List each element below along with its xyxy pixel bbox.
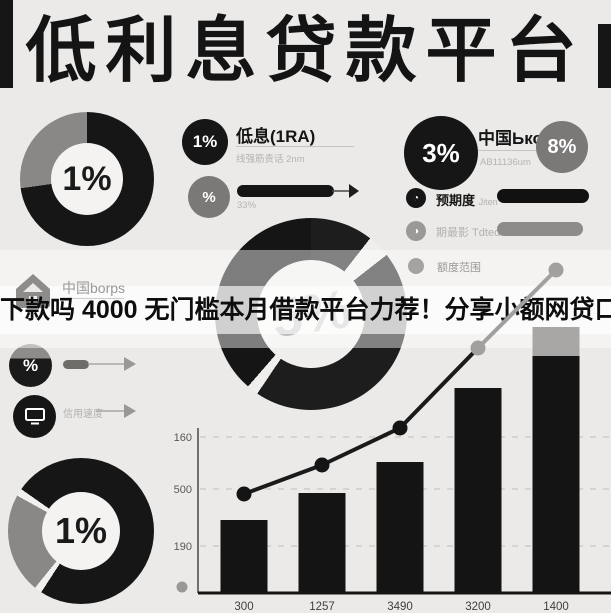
donut-bottom-value: 1% [42, 492, 120, 570]
trend-segment [476, 268, 558, 350]
progress-stub [63, 360, 89, 369]
brand-label: 中国borps [62, 280, 126, 296]
stat-right-subtitle: AB11136um [480, 157, 531, 168]
edge-glyph-left [0, 0, 13, 88]
donut-chart-bottom-left: 1% [8, 458, 154, 604]
bar [454, 388, 502, 593]
x-tick-label: 1400 [543, 601, 569, 613]
y-tick-label: 500 [174, 484, 192, 496]
bar-line-chart: 160 500 190 300 1257 3490 3200 1400 [174, 262, 611, 613]
page-title: 低利息贷款平台 [25, 12, 586, 91]
row-label-secondary: 期最影 Tdted [436, 227, 501, 239]
monitor-circle [13, 395, 56, 438]
credit-speed-label: 信用速度 [63, 409, 103, 420]
x-tick-label: 300 [234, 601, 253, 613]
trend-dot [314, 457, 330, 473]
bar [220, 520, 268, 593]
banner-strip [0, 286, 611, 334]
progress-bar-gray [497, 222, 583, 236]
home-icon [16, 274, 50, 308]
trend-segment [398, 346, 480, 430]
trend-dot [470, 340, 486, 356]
stat-badge-3pct: 3% [404, 116, 478, 190]
row-label-quota: 额度范围 [437, 262, 481, 274]
stat-badge-1pct: 1% [182, 119, 228, 165]
monitor-icon [24, 408, 45, 425]
trend-segment [321, 426, 401, 467]
arrow-right-icon [332, 184, 359, 198]
row-quota-range: 额度范围 [408, 256, 598, 276]
stat-badge-8pct: 8% [536, 121, 588, 173]
divider [62, 298, 124, 299]
trend-segment [243, 463, 323, 496]
row-label-expected: 预期度 Jiten [436, 193, 498, 208]
donut-chart-top-left: 1% [20, 112, 154, 246]
y-tick-label: 160 [174, 432, 192, 444]
percent-circle-icon: % [9, 344, 52, 387]
bar [532, 356, 580, 593]
x-tick-label: 3200 [465, 601, 491, 613]
stat-mid-caption: 33% [237, 200, 257, 211]
trend-dot [548, 262, 564, 278]
x-tick-label: 1257 [309, 601, 335, 613]
overlay-band [0, 250, 611, 286]
stat-mid-subtitle: 线强筋贵话 2nm [236, 154, 305, 165]
bullet-dot-icon [408, 258, 424, 274]
badge-dot-icon: ◔ [406, 188, 426, 208]
y-tick-label: 190 [174, 541, 192, 553]
brand-block: 中国borps [12, 268, 182, 314]
edge-glyph-right [598, 24, 611, 88]
origin-dot [176, 581, 188, 593]
bar-faded-cap [532, 327, 580, 356]
badge-dot-icon: ◑ [406, 221, 426, 241]
arrow-right-icon [96, 404, 136, 418]
stat-mid-title: 低息(1RA) [236, 127, 316, 146]
divider [236, 146, 354, 147]
donut-top-value: 1% [51, 143, 123, 215]
bar [298, 493, 346, 593]
trend-dot [392, 420, 408, 436]
bar [376, 462, 424, 593]
stat-right-title: 中国Ькоμ [478, 129, 554, 148]
divider [478, 150, 564, 151]
x-tick-label: 3490 [387, 601, 413, 613]
overlay-band [0, 334, 611, 348]
stat-badge-percent: % [188, 176, 230, 218]
progress-bar-mid [237, 185, 334, 197]
progress-bar-dark [497, 189, 589, 203]
arrow-right-icon [88, 357, 136, 371]
trend-dot [236, 486, 252, 502]
